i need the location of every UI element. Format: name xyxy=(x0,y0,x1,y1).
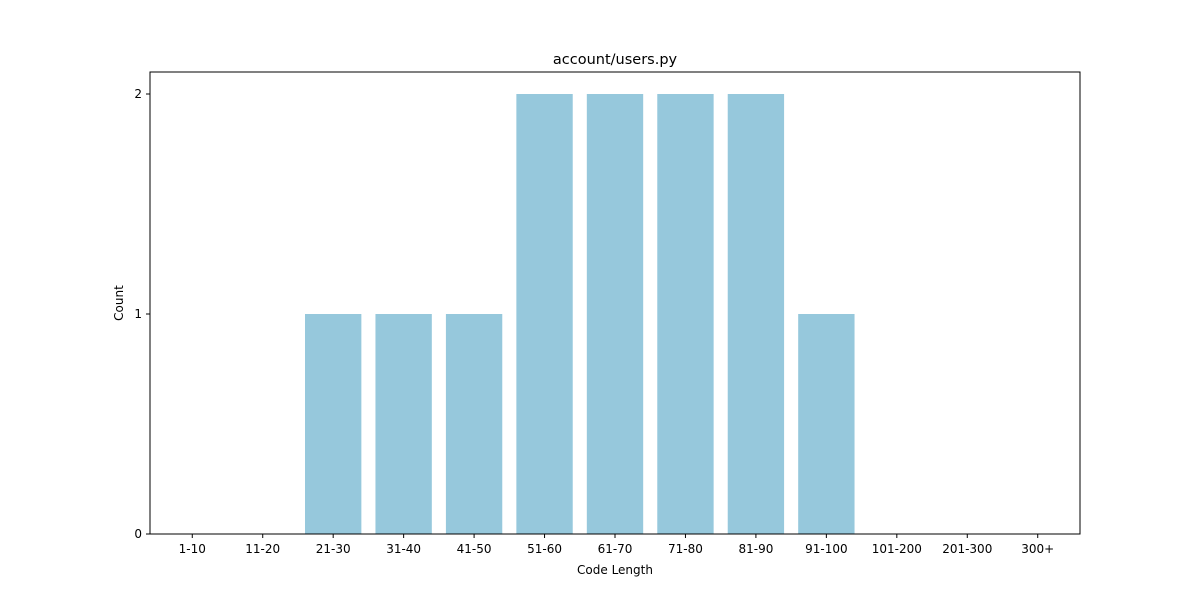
bar-21-30 xyxy=(305,314,362,534)
x-tick-label: 300+ xyxy=(1021,542,1054,556)
y-axis-label: Count xyxy=(112,285,126,321)
x-tick-label: 81-90 xyxy=(738,542,773,556)
plot-frame xyxy=(149,71,1081,535)
bar-31-40 xyxy=(375,314,432,534)
y-tick-label: 1 xyxy=(134,307,142,321)
x-tick-label: 11-20 xyxy=(245,542,280,556)
x-tick-label: 1-10 xyxy=(179,542,206,556)
y-tick-label: 0 xyxy=(134,527,142,541)
bar-41-50 xyxy=(445,314,503,534)
x-tick-label: 71-80 xyxy=(668,542,703,556)
x-tick-label: 21-30 xyxy=(316,542,351,556)
bar-71-80 xyxy=(657,94,714,534)
bar-91-100 xyxy=(798,314,855,534)
y-tick-label: 2 xyxy=(134,87,142,101)
chart-title: account/users.py xyxy=(553,52,678,68)
x-tick-label: 51-60 xyxy=(527,542,562,556)
x-tick-label: 101-200 xyxy=(872,542,922,556)
x-tick-label: 91-100 xyxy=(805,542,848,556)
x-axis-ticks: 1-10 11-20 21-30 31-40 41-50 51-60 61-70 71-80 8… xyxy=(179,534,1054,556)
x-tick-label: 61-70 xyxy=(598,542,633,556)
y-axis-ticks: 0 1 2 xyxy=(134,87,150,541)
bar-61-70 xyxy=(586,94,644,534)
x-tick-label: 201-300 xyxy=(942,542,992,556)
x-tick-label: 31-40 xyxy=(386,542,421,556)
x-tick-label: 41-50 xyxy=(457,542,492,556)
bar-81-90 xyxy=(727,94,785,534)
x-axis-label: Code Length xyxy=(577,563,653,577)
bar-51-60 xyxy=(516,94,573,534)
bars xyxy=(305,94,855,534)
